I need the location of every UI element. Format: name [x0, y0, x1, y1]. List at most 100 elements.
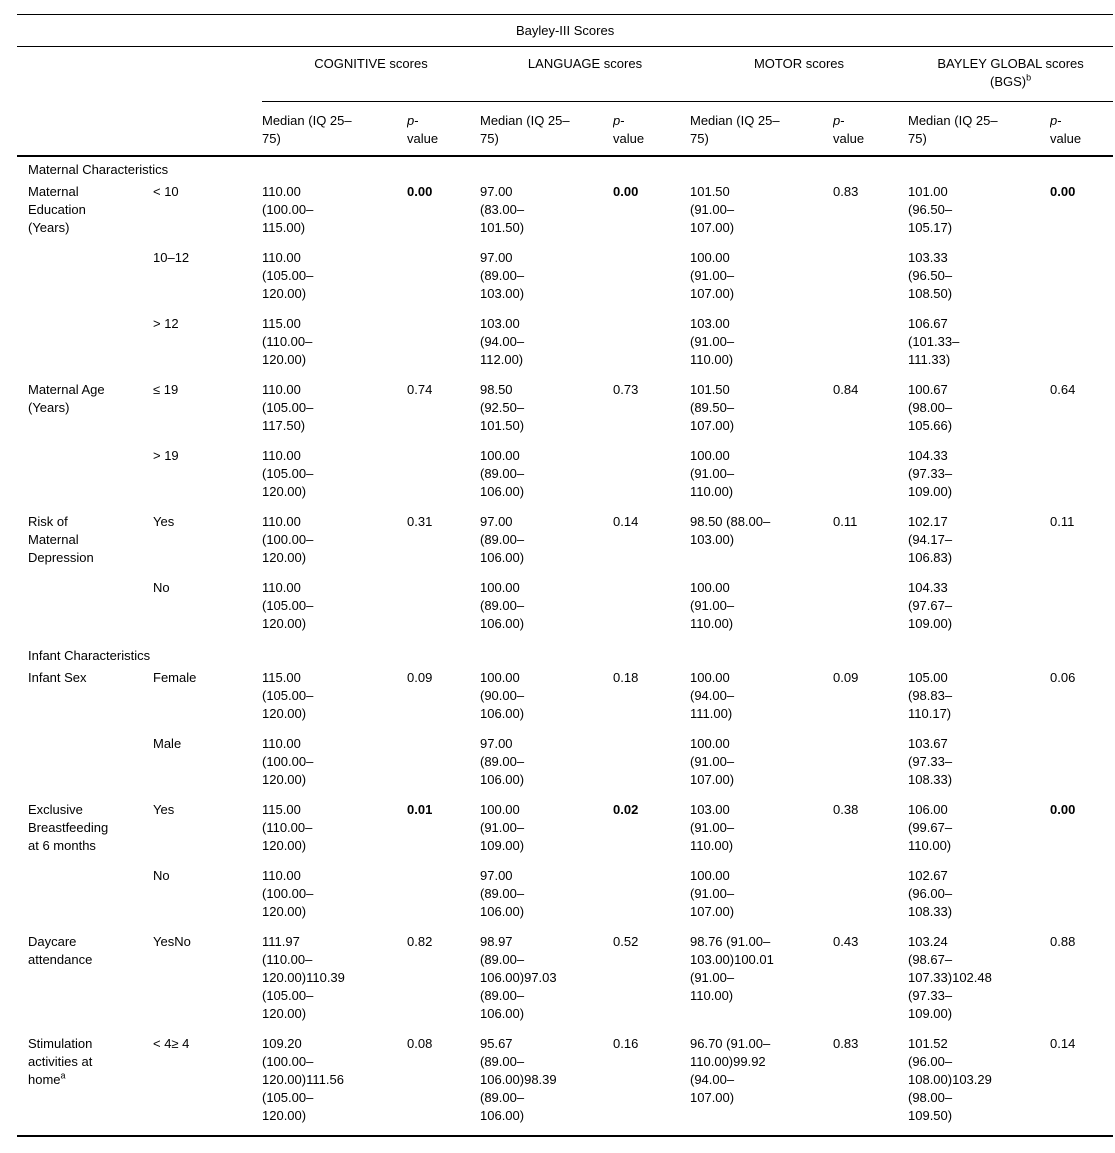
bgs-p-cell: 0.14	[1050, 1036, 1076, 1051]
bgs-median-cell: 106.67 (101.33– 111.33)	[908, 316, 960, 367]
cognitive-median-cell: 110.00 (100.00– 120.00)	[262, 736, 314, 787]
p-italic: p	[1050, 113, 1058, 128]
subcategory-cell: Yes	[153, 799, 262, 865]
group-header-text: LANGUAGE scores	[527, 56, 643, 71]
language-median-cell: 100.00 (89.00– 106.00)	[480, 580, 525, 631]
spacer-cell	[17, 47, 262, 102]
bgs-p-cell	[1050, 865, 1113, 931]
cognitive-median-cell: 110.00 (100.00– 120.00)	[262, 514, 314, 565]
cognitive-p-cell: 0.09	[407, 670, 433, 685]
p-value-column-header: p- value	[1050, 101, 1114, 157]
median-column-header: Median (IQ 25– 75)	[690, 101, 833, 157]
motor-median-cell: 96.70 (91.00– 110.00)99.92 (94.00– 107.0…	[690, 1036, 771, 1105]
bgs-p-cell	[1050, 577, 1113, 643]
language-median-cell: 100.00 (90.00– 106.00)	[480, 670, 525, 721]
bgs-median-cell: 105.00 (98.83– 110.17)	[908, 670, 953, 721]
cognitive-median-cell: 115.00 (110.00– 120.00)	[262, 316, 313, 367]
row-label-cell	[17, 577, 153, 643]
p-italic: p	[833, 113, 841, 128]
bgs-p-cell: 0.00	[1050, 184, 1076, 199]
motor-p-cell: 0.84	[833, 382, 859, 397]
row-label: Risk of Maternal Depression	[28, 514, 94, 565]
subcategory-cell: 10–12	[153, 247, 262, 313]
row-label: Maternal Age (Years)	[28, 382, 105, 415]
subcategory-cell: No	[153, 865, 262, 931]
motor-median-cell: 103.00 (91.00– 110.00)	[690, 316, 735, 367]
motor-p-cell: 0.83	[833, 1036, 859, 1051]
row-label-cell	[17, 733, 153, 799]
bgs-median-cell: 103.67 (97.33– 108.33)	[908, 736, 953, 787]
group-header-text: MOTOR scores	[753, 56, 845, 71]
motor-p-cell: 0.83	[833, 184, 859, 199]
row-label: Infant Sex	[28, 670, 87, 685]
row-label-cell	[17, 313, 153, 379]
motor-p-cell: 0.43	[833, 934, 859, 949]
table-title: Bayley-III Scores	[17, 14, 1114, 47]
row-label-cell: Exclusive Breastfeeding at 6 months	[17, 799, 153, 865]
section-label: Maternal Characteristics	[28, 162, 169, 177]
row-label-cell: Daycare attendance	[17, 931, 153, 1033]
bgs-median-cell: 103.33 (96.50– 108.50)	[908, 250, 953, 301]
table-row: 10–12 110.00 (105.00– 120.00) 97.00 (89.…	[17, 247, 1113, 313]
language-p-cell: 0.02	[613, 802, 639, 817]
cognitive-median-cell: 110.00 (100.00– 115.00)	[262, 184, 314, 235]
subcategory-label: YesNo	[153, 934, 191, 949]
section-header-cell: Maternal Characteristics	[17, 156, 1113, 181]
section-header-cell: Infant Characteristics	[17, 643, 1113, 667]
bgs-p-cell	[1050, 445, 1113, 511]
bgs-p-cell: 0.00	[1050, 802, 1076, 817]
median-header-text: Median (IQ 25– 75)	[690, 113, 780, 146]
median-column-header: Median (IQ 25– 75)	[262, 101, 407, 157]
cognitive-median-cell: 110.00 (105.00– 120.00)	[262, 250, 314, 301]
table-row: No 110.00 (105.00– 120.00) 100.00 (89.00…	[17, 577, 1113, 643]
subcategory-label: 10–12	[153, 250, 190, 265]
cognitive-p-cell: 0.82	[407, 934, 433, 949]
row-label: Exclusive Breastfeeding at 6 months	[28, 802, 109, 853]
score-group-header-row: COGNITIVE scores LANGUAGE scores MOTOR s…	[17, 46, 1114, 102]
language-median-cell: 100.00 (91.00– 109.00)	[480, 802, 525, 853]
cognitive-median-cell: 110.00 (100.00– 120.00)	[262, 868, 314, 919]
subcategory-cell: YesNo	[153, 931, 262, 1033]
group-header-text: COGNITIVE scores	[314, 56, 428, 71]
motor-p-cell	[833, 577, 908, 643]
table-row: > 19 110.00 (105.00– 120.00) 100.00 (89.…	[17, 445, 1113, 511]
motor-p-cell	[833, 865, 908, 931]
language-median-cell: 100.00 (89.00– 106.00)	[480, 448, 525, 499]
cognitive-median-cell: 110.00 (105.00– 117.50)	[262, 382, 314, 433]
motor-p-cell: 0.38	[833, 802, 859, 817]
p-header-rest: - value	[833, 113, 865, 146]
table-row: Stimulation activities at homea < 4≥ 4 1…	[17, 1033, 1113, 1136]
subcategory-label: > 19	[153, 448, 179, 463]
bgs-p-cell: 0.11	[1050, 514, 1075, 529]
bayley-scores-table: Bayley-III Scores COGNITIVE scores LANGU…	[17, 14, 1114, 1137]
subcategory-label: < 4≥ 4	[153, 1036, 190, 1051]
subcategory-label: < 10	[153, 184, 179, 199]
group-header-bayley-global: BAYLEY GLOBAL scores (BGS)b	[908, 46, 1114, 102]
p-value-column-header: p- value	[833, 101, 908, 157]
table-title-text: Bayley-III Scores	[515, 22, 615, 38]
subcategory-label: Yes	[153, 514, 175, 529]
subcategory-cell: ≤ 19	[153, 379, 262, 445]
bgs-p-cell: 0.06	[1050, 670, 1076, 685]
language-p-cell: 0.18	[613, 670, 639, 685]
motor-p-cell	[833, 733, 908, 799]
language-p-cell: 0.14	[613, 514, 639, 529]
cognitive-median-cell: 109.20 (100.00– 120.00)111.56 (105.00– 1…	[262, 1036, 344, 1123]
bgs-median-cell: 100.67 (98.00– 105.66)	[908, 382, 953, 433]
bgs-median-cell: 101.52 (96.00– 108.00)103.29 (98.00– 109…	[908, 1036, 992, 1123]
subcategory-label: Male	[153, 736, 182, 751]
spacer-cell	[17, 101, 262, 157]
subcategory-label: Yes	[153, 802, 175, 817]
subcategory-cell: < 4≥ 4	[153, 1033, 262, 1136]
cognitive-median-cell: 115.00 (110.00– 120.00)	[262, 802, 313, 853]
cognitive-p-cell	[407, 445, 480, 511]
subcategory-label: ≤ 19	[153, 382, 179, 397]
motor-median-cell: 100.00 (91.00– 107.00)	[690, 250, 735, 301]
table-row: > 12 115.00 (110.00– 120.00) 103.00 (94.…	[17, 313, 1113, 379]
bgs-median-cell: 101.00 (96.50– 105.17)	[908, 184, 953, 235]
table-row: Maternal Age (Years) ≤ 19 110.00 (105.00…	[17, 379, 1113, 445]
subcategory-cell: Female	[153, 667, 262, 733]
cognitive-p-cell: 0.31	[407, 514, 433, 529]
bgs-p-cell	[1050, 247, 1113, 313]
bgs-median-cell: 102.17 (94.17– 106.83)	[908, 514, 953, 565]
